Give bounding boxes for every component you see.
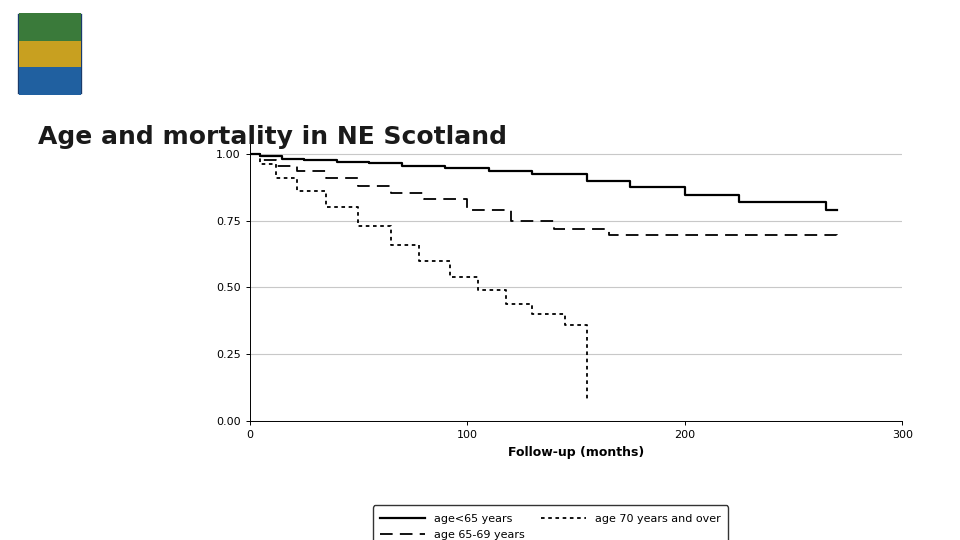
- Text: University
of Glasgow: University of Glasgow: [101, 32, 194, 63]
- Bar: [19, 13, 81, 41]
- Text: Age and mortality in NE Scotland: Age and mortality in NE Scotland: [38, 125, 508, 149]
- X-axis label: Follow-up (months): Follow-up (months): [508, 446, 644, 459]
- Bar: [19, 67, 81, 95]
- Legend: age<65 years, age 65-69 years, age 70 years and over: age<65 years, age 65-69 years, age 70 ye…: [372, 505, 728, 540]
- Bar: [19, 41, 81, 67]
- Bar: [17, 13, 83, 95]
